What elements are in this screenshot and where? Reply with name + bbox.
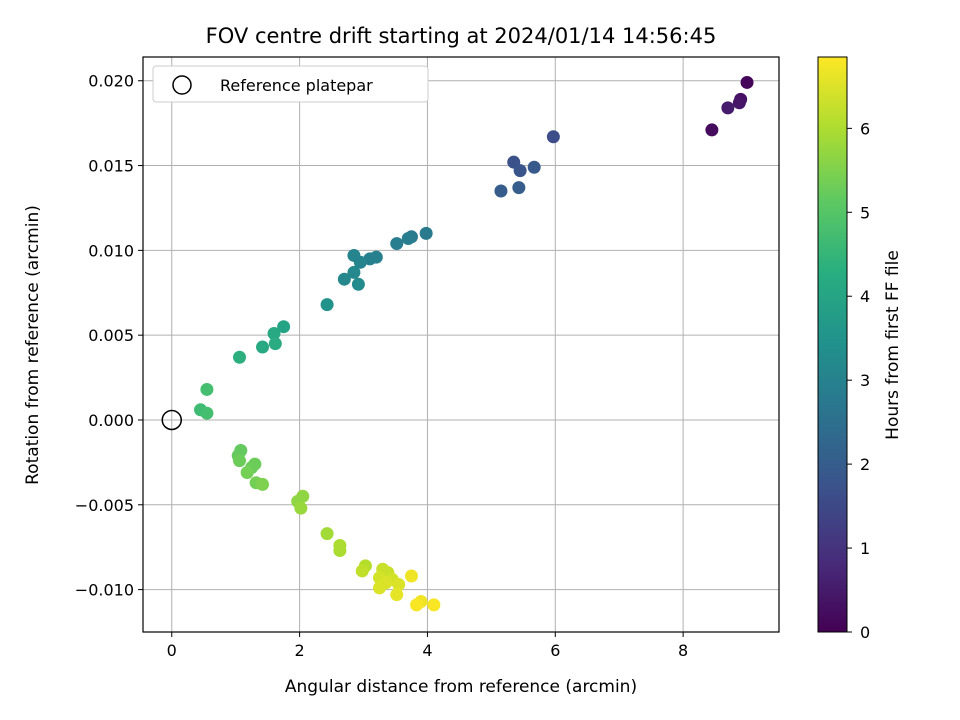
data-points <box>161 75 754 612</box>
legend-marker-open-circle <box>172 75 192 95</box>
scatter-point <box>427 598 441 612</box>
scatter-point <box>527 160 541 174</box>
legend-box <box>152 65 429 103</box>
x-tick-label: 6 <box>550 641 560 660</box>
x-tick-label: 4 <box>422 641 432 660</box>
scatter-point <box>294 501 308 515</box>
scatter-point <box>732 96 746 110</box>
chart-title: FOV centre drift starting at 2024/01/14 … <box>206 24 717 48</box>
x-tick-label: 8 <box>678 641 688 660</box>
x-tick-label: 0 <box>167 641 177 660</box>
x-axis-label: Angular distance from reference (arcmin) <box>285 677 637 697</box>
scatter-point <box>337 272 351 286</box>
colorbar-tick-label: 0 <box>860 623 870 642</box>
scatter-point <box>351 277 365 291</box>
scatter-point <box>513 164 527 178</box>
colorbar-ticks: 0 1 2 3 4 5 6 <box>847 119 870 642</box>
scatter-point <box>320 298 334 312</box>
scatter-point <box>404 569 418 583</box>
scatter-point <box>333 544 347 558</box>
colorbar-tick-label: 4 <box>860 287 870 306</box>
scatter-point <box>233 454 247 468</box>
colorbar-tick-label: 5 <box>860 203 870 222</box>
scatter-point <box>200 406 214 420</box>
grid-lines <box>143 57 779 632</box>
y-tick-label: 0.020 <box>88 72 134 91</box>
colorbar-tick-label: 1 <box>860 539 870 558</box>
scatter-point <box>200 382 214 396</box>
scatter-point <box>347 265 361 279</box>
scatter-point <box>353 255 367 269</box>
scatter-point <box>240 466 254 480</box>
legend-label-reference: Reference platepar <box>220 76 373 95</box>
colorbar-tick-label: 2 <box>860 455 870 474</box>
scatter-point <box>256 477 270 491</box>
scatter-point <box>277 320 291 334</box>
y-axis-label: Rotation from reference (arcmin) <box>23 205 43 485</box>
scatter-point <box>392 578 406 592</box>
y-tick-label: −0.005 <box>75 496 134 515</box>
scatter-point <box>401 231 415 245</box>
scatter-point <box>419 226 433 240</box>
y-tick-label: 0.005 <box>88 326 134 345</box>
scatter-point <box>494 184 508 198</box>
colorbar-tick-label: 6 <box>860 119 870 138</box>
y-tick-label: −0.010 <box>75 581 134 600</box>
x-axis-ticks: 0 2 4 6 8 <box>167 632 688 660</box>
scatter-point <box>233 350 247 364</box>
plot-frame <box>142 56 780 633</box>
scatter-point <box>390 237 404 251</box>
scatter-point <box>512 181 526 195</box>
scatter-point <box>355 564 369 578</box>
x-tick-label: 2 <box>295 641 305 660</box>
scatter-point <box>256 340 270 354</box>
scatter-point <box>740 75 754 89</box>
y-tick-label: 0.000 <box>88 411 134 430</box>
reference-platepar-marker <box>161 409 183 431</box>
colorbar-gradient <box>817 56 848 633</box>
scatter-point <box>390 588 404 602</box>
scatter-point <box>320 527 334 541</box>
scatter-point <box>546 130 560 144</box>
colorbar: 0 1 2 3 4 5 6 Hours from first FF file <box>817 56 903 642</box>
scatter-point <box>721 101 735 115</box>
legend: Reference platepar <box>152 65 429 103</box>
scatter-point <box>705 123 719 137</box>
colorbar-tick-label: 3 <box>860 371 870 390</box>
y-tick-label: 0.010 <box>88 241 134 260</box>
y-tick-label: 0.015 <box>88 157 134 176</box>
scatter-point <box>268 337 282 351</box>
scatter-point <box>267 326 281 340</box>
scatter-point <box>373 581 387 595</box>
colorbar-label: Hours from first FF file <box>883 250 903 440</box>
scatter-point <box>410 598 424 612</box>
y-axis-ticks: −0.010 −0.005 0.000 0.005 0.010 0.015 0.020 <box>75 72 143 600</box>
